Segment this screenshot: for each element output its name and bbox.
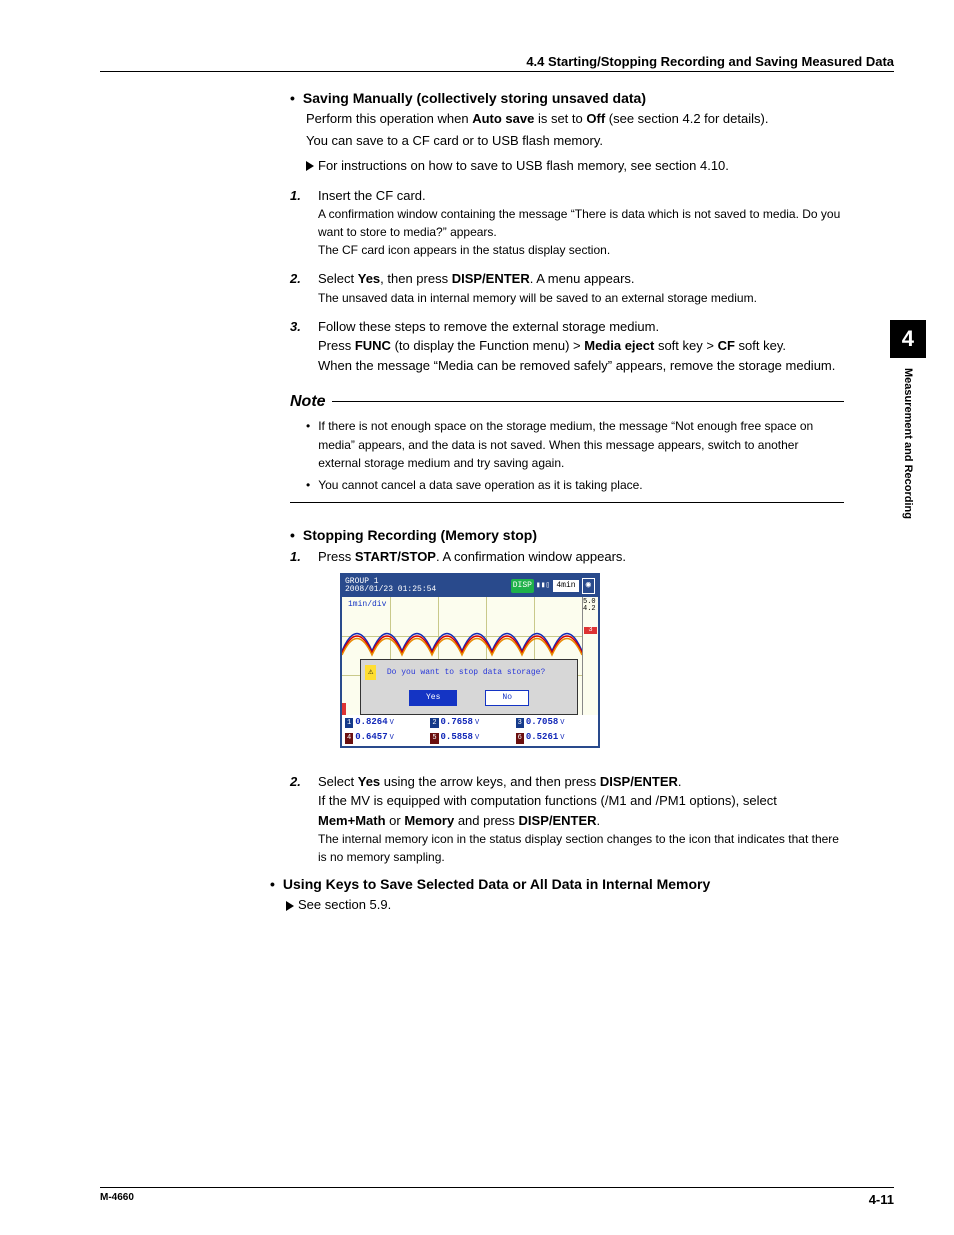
- s1-step2: 2. Select Yes, then press DISP/ENTER. A …: [290, 269, 844, 307]
- value-row-1: 10.8264V 20.7658V 30.7058V: [342, 715, 598, 731]
- time-bar: 4min: [553, 580, 578, 592]
- page-footer: M-4660 4-11: [100, 1187, 894, 1207]
- page-header: 4.4 Starting/Stopping Recording and Savi…: [100, 54, 894, 72]
- section3-ref: See section 5.9.: [286, 896, 844, 915]
- s2-step2: 2. Select Yes using the arrow keys, and …: [290, 772, 844, 867]
- section1-p3: For instructions on how to save to USB f…: [306, 157, 844, 176]
- section3-title: •Using Keys to Save Selected Data or All…: [270, 876, 844, 892]
- section1-p1: Perform this operation when Auto save is…: [306, 110, 844, 129]
- warning-icon: ⚠: [365, 665, 376, 681]
- note-item-1: •If there is not enough space on the sto…: [306, 417, 844, 473]
- s2-step1: 1. Press START/STOP. A confirmation wind…: [290, 547, 844, 762]
- section1-title: •Saving Manually (collectively storing u…: [290, 90, 844, 106]
- triangle-icon: [306, 161, 314, 171]
- section1-p2: You can save to a CF card or to USB flas…: [306, 132, 844, 151]
- note-item-2: •You cannot cancel a data save operation…: [306, 476, 844, 495]
- chapter-tab: 4 Measurement and Recording: [890, 320, 926, 519]
- note-heading: Note: [290, 385, 844, 411]
- value-row-2: 40.6457V 50.5858V 60.5261V: [342, 730, 598, 746]
- camera-icon: ◉: [582, 578, 595, 594]
- triangle-icon: [286, 901, 294, 911]
- dialog-yes-button[interactable]: Yes: [409, 690, 457, 706]
- bar-icon: ▮▮▯: [536, 580, 550, 592]
- s1-step1: 1. Insert the CF card. A confirmation wi…: [290, 186, 844, 260]
- dialog-no-button[interactable]: No: [485, 690, 529, 706]
- disp-badge: DISP: [511, 579, 534, 593]
- device-screenshot: GROUP 1 2008/01/23 01:25:54 DISP ▮▮▯ 4mi…: [340, 573, 600, 748]
- waveform: [342, 611, 582, 657]
- s1-step3: 3. Follow these steps to remove the exte…: [290, 317, 844, 376]
- confirm-dialog: ⚠ Do you want to stop data storage? Yes …: [360, 659, 578, 715]
- section2-title: •Stopping Recording (Memory stop): [290, 527, 844, 543]
